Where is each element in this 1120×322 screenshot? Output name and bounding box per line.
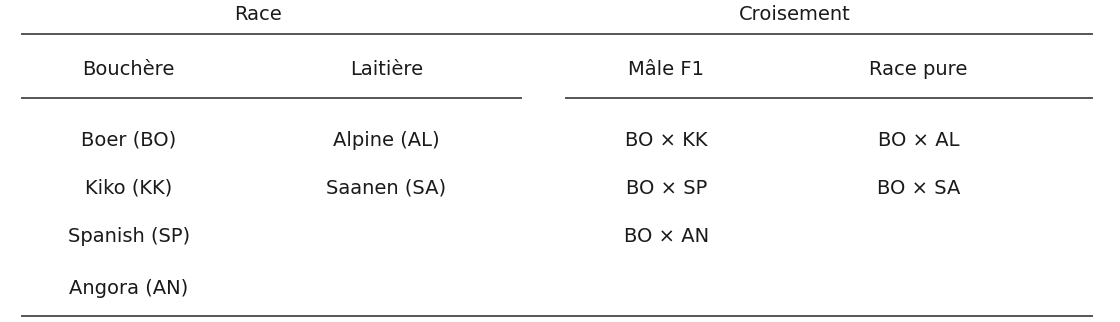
Text: BO × AN: BO × AN [624,227,709,246]
Text: Boer (BO): Boer (BO) [81,130,177,150]
Text: Race: Race [234,5,281,24]
Text: Angora (AN): Angora (AN) [69,279,188,298]
Text: Saanen (SA): Saanen (SA) [326,179,447,198]
Text: BO × AL: BO × AL [878,130,959,150]
Text: Bouchère: Bouchère [83,60,175,79]
Text: BO × KK: BO × KK [625,130,708,150]
Text: Laitière: Laitière [349,60,423,79]
Text: Croisement: Croisement [739,5,851,24]
Text: BO × SP: BO × SP [626,179,707,198]
Text: Alpine (AL): Alpine (AL) [333,130,440,150]
Text: Race pure: Race pure [869,60,968,79]
Text: Kiko (KK): Kiko (KK) [85,179,172,198]
Text: Spanish (SP): Spanish (SP) [67,227,190,246]
Text: BO × SA: BO × SA [877,179,960,198]
Text: Mâle F1: Mâle F1 [628,60,704,79]
